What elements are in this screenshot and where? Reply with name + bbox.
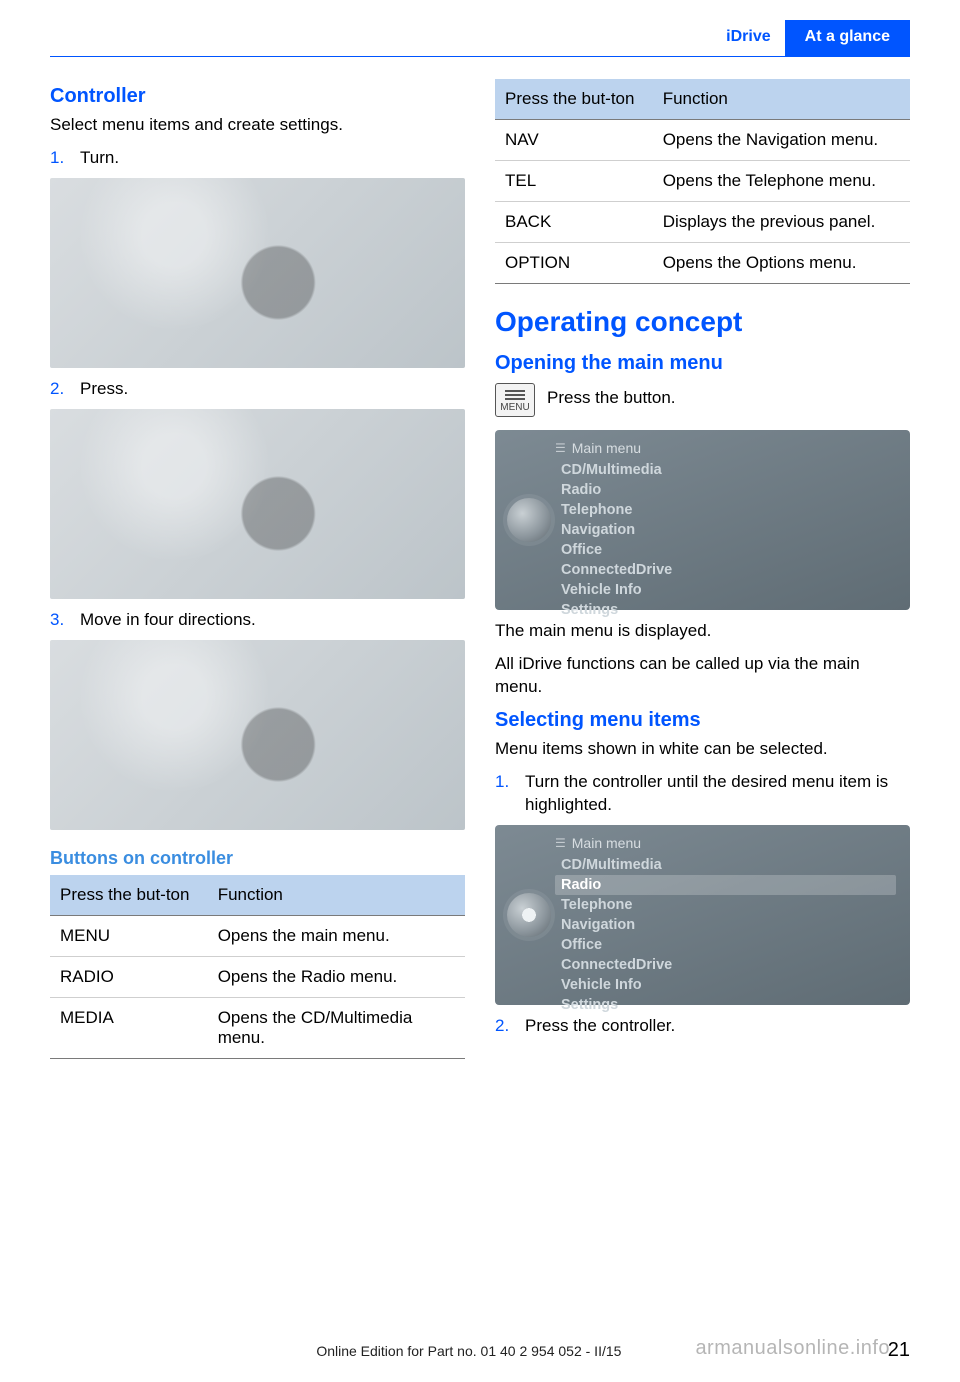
controller-intro: Select menu items and create settings. — [50, 114, 465, 137]
controller-step-list-1: 1. Turn. — [50, 147, 465, 170]
menu-icon-label: MENU — [500, 402, 529, 413]
screen-menu-item: ConnectedDrive — [555, 955, 896, 975]
list-item: 1. Turn. — [50, 147, 465, 170]
selecting-intro: Menu items shown in white can be selecte… — [495, 738, 910, 761]
step-text: Press the controller. — [525, 1015, 910, 1038]
screen-menu-item: Vehicle Info — [555, 580, 896, 600]
table-header-cell: Press the but‐ton — [495, 79, 653, 120]
step-number: 1. — [495, 771, 515, 817]
table-header-cell: Function — [208, 875, 465, 916]
left-column: Controller Select menu items and create … — [50, 75, 465, 1069]
controller-press-image — [50, 409, 465, 599]
table-header-cell: Press the but‐ton — [50, 875, 208, 916]
step-number: 1. — [50, 147, 70, 170]
page-number: 21 — [888, 1339, 910, 1362]
table-row: BACK Displays the previous panel. — [495, 202, 910, 243]
table-cell: MENU — [50, 915, 208, 956]
edition-text: Online Edition for Part no. 01 40 2 954 … — [316, 1343, 621, 1359]
screen-menu-item: Navigation — [555, 520, 896, 540]
opening-main-menu-heading: Opening the main menu — [495, 352, 910, 375]
screen-menu-item: Settings — [555, 600, 896, 620]
header-chapter: At a glance — [785, 20, 910, 56]
screen-menu-list: CD/Multimedia Radio Telephone Navigation… — [555, 460, 896, 620]
controller-step-list-2: 2. Press. — [50, 378, 465, 401]
menu-button-row: MENU Press the button. — [495, 383, 910, 420]
idrive-screen-main-menu: Main menu CD/Multimedia Radio Telephone … — [495, 430, 910, 610]
selecting-step-list-1: 1. Turn the controller until the desired… — [495, 771, 910, 817]
screen-menu-item: Vehicle Info — [555, 975, 896, 995]
screen-title: Main menu — [555, 835, 896, 851]
table-row: RADIO Opens the Radio menu. — [50, 956, 465, 997]
controller-turn-image — [50, 178, 465, 368]
table-row: NAV Opens the Navigation menu. — [495, 120, 910, 161]
right-column: Press the but‐ton Function NAV Opens the… — [495, 75, 910, 1069]
buttons-heading: Buttons on controller — [50, 848, 465, 869]
screen-menu-item: Office — [555, 540, 896, 560]
buttons-table-left: Press the but‐ton Function MENU Opens th… — [50, 875, 465, 1059]
table-cell: Opens the Navigation menu. — [653, 120, 910, 161]
header-section: iDrive — [712, 20, 784, 56]
selecting-menu-items-heading: Selecting menu items — [495, 709, 910, 732]
list-item: 2. Press the controller. — [495, 1015, 910, 1038]
controller-heading: Controller — [50, 85, 465, 108]
buttons-table-right: Press the but‐ton Function NAV Opens the… — [495, 79, 910, 284]
main-menu-displayed: The main menu is displayed. — [495, 620, 910, 643]
table-row: MEDIA Opens the CD/Multimedia menu. — [50, 997, 465, 1058]
table-cell: BACK — [495, 202, 653, 243]
screen-title: Main menu — [555, 440, 896, 456]
screen-menu-item: CD/Multimedia — [555, 460, 896, 480]
screen-menu-item: Radio — [555, 480, 896, 500]
idrive-screen-selection: Main menu CD/Multimedia Radio Telephone … — [495, 825, 910, 1005]
all-functions-text: All iDrive functions can be called up vi… — [495, 653, 910, 699]
list-item: 1. Turn the controller until the desired… — [495, 771, 910, 817]
screen-menu-list: CD/Multimedia Radio Telephone Navigation… — [555, 855, 896, 1015]
list-item: 2. Press. — [50, 378, 465, 401]
table-cell: NAV — [495, 120, 653, 161]
table-row: MENU Opens the main menu. — [50, 915, 465, 956]
controller-move-image — [50, 640, 465, 830]
table-cell: Opens the CD/Multimedia menu. — [208, 997, 465, 1058]
table-row: OPTION Opens the Options menu. — [495, 243, 910, 284]
idrive-knob-icon — [507, 498, 551, 542]
table-cell: Opens the Telephone menu. — [653, 161, 910, 202]
menu-button-icon: MENU — [495, 383, 535, 417]
screen-menu-item: Office — [555, 935, 896, 955]
page-header: iDrive At a glance — [50, 20, 910, 56]
table-row: TEL Opens the Telephone menu. — [495, 161, 910, 202]
step-number: 3. — [50, 609, 70, 632]
step-text: Move in four directions. — [80, 609, 465, 632]
screen-menu-item: Telephone — [555, 895, 896, 915]
screen-menu-item-highlighted: Radio — [555, 875, 896, 895]
header-rule — [50, 56, 910, 57]
screen-menu-item: Navigation — [555, 915, 896, 935]
table-cell: Displays the previous panel. — [653, 202, 910, 243]
table-cell: Opens the main menu. — [208, 915, 465, 956]
screen-menu-item: Telephone — [555, 500, 896, 520]
content-columns: Controller Select menu items and create … — [0, 75, 960, 1069]
table-cell: Opens the Radio menu. — [208, 956, 465, 997]
table-cell: RADIO — [50, 956, 208, 997]
step-text: Press. — [80, 378, 465, 401]
step-number: 2. — [50, 378, 70, 401]
idrive-knob-icon — [507, 893, 551, 937]
screen-menu-item: ConnectedDrive — [555, 560, 896, 580]
press-button-text: Press the button. — [547, 387, 676, 410]
step-text: Turn the controller until the desired me… — [525, 771, 910, 817]
controller-step-list-3: 3. Move in four directions. — [50, 609, 465, 632]
screen-menu-item: CD/Multimedia — [555, 855, 896, 875]
table-cell: TEL — [495, 161, 653, 202]
screen-menu-item: Settings — [555, 995, 896, 1015]
table-cell: OPTION — [495, 243, 653, 284]
operating-concept-heading: Operating concept — [495, 306, 910, 338]
table-header-cell: Function — [653, 79, 910, 120]
list-item: 3. Move in four directions. — [50, 609, 465, 632]
table-cell: Opens the Options menu. — [653, 243, 910, 284]
table-cell: MEDIA — [50, 997, 208, 1058]
selecting-step-list-2: 2. Press the controller. — [495, 1015, 910, 1038]
step-text: Turn. — [80, 147, 465, 170]
step-number: 2. — [495, 1015, 515, 1038]
page-footer: Online Edition for Part no. 01 40 2 954 … — [0, 1339, 960, 1362]
